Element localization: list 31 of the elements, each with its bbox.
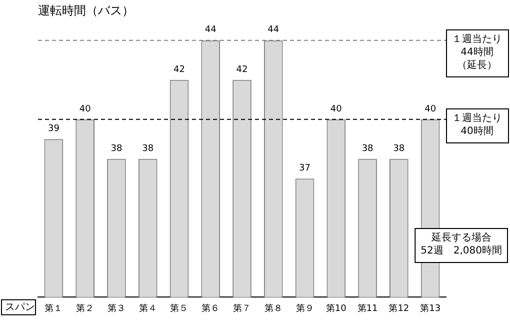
x-tick-label: 第４ bbox=[138, 302, 157, 314]
x-tick-label: 第２ bbox=[76, 302, 94, 314]
data-label: 44 bbox=[268, 25, 280, 36]
x-tick-label: 第５ bbox=[170, 302, 188, 314]
data-label: 40 bbox=[79, 104, 92, 114]
data-label: 38 bbox=[393, 144, 405, 154]
x-tick-label: 第６ bbox=[202, 302, 220, 314]
data-label: 38 bbox=[110, 144, 122, 154]
data-label: 42 bbox=[236, 64, 248, 75]
data-label: 37 bbox=[299, 164, 310, 174]
data-label: 38 bbox=[362, 144, 374, 154]
x-tick-label: 第10 bbox=[326, 302, 347, 314]
data-label: 38 bbox=[142, 144, 154, 154]
x-tick-label: 第13 bbox=[420, 302, 441, 314]
x-tick-label: 第１ bbox=[44, 302, 63, 314]
data-label: 42 bbox=[174, 64, 185, 75]
x-tick-label: 第12 bbox=[388, 302, 410, 314]
chart-title: 運転時間（バス） bbox=[38, 3, 134, 18]
x-tick-label: 第11 bbox=[357, 302, 378, 314]
data-label: 40 bbox=[330, 104, 342, 114]
ref-line-label: １週当たり44時間（延長） bbox=[452, 32, 502, 71]
ref-line-label: １週当たり40時間 bbox=[452, 112, 502, 138]
x-axis-title: スパン bbox=[5, 302, 35, 313]
data-label: 39 bbox=[48, 124, 60, 134]
x-tick-label: 第８ bbox=[264, 302, 282, 314]
data-label: 44 bbox=[204, 25, 217, 36]
x-tick-label: 第９ bbox=[296, 302, 314, 314]
x-tick-label: 第７ bbox=[233, 302, 251, 314]
data-label: 40 bbox=[424, 104, 436, 114]
annotation: 延長する場合 52週 2,080時間 bbox=[420, 232, 502, 257]
x-tick-label: 第３ bbox=[107, 302, 126, 314]
